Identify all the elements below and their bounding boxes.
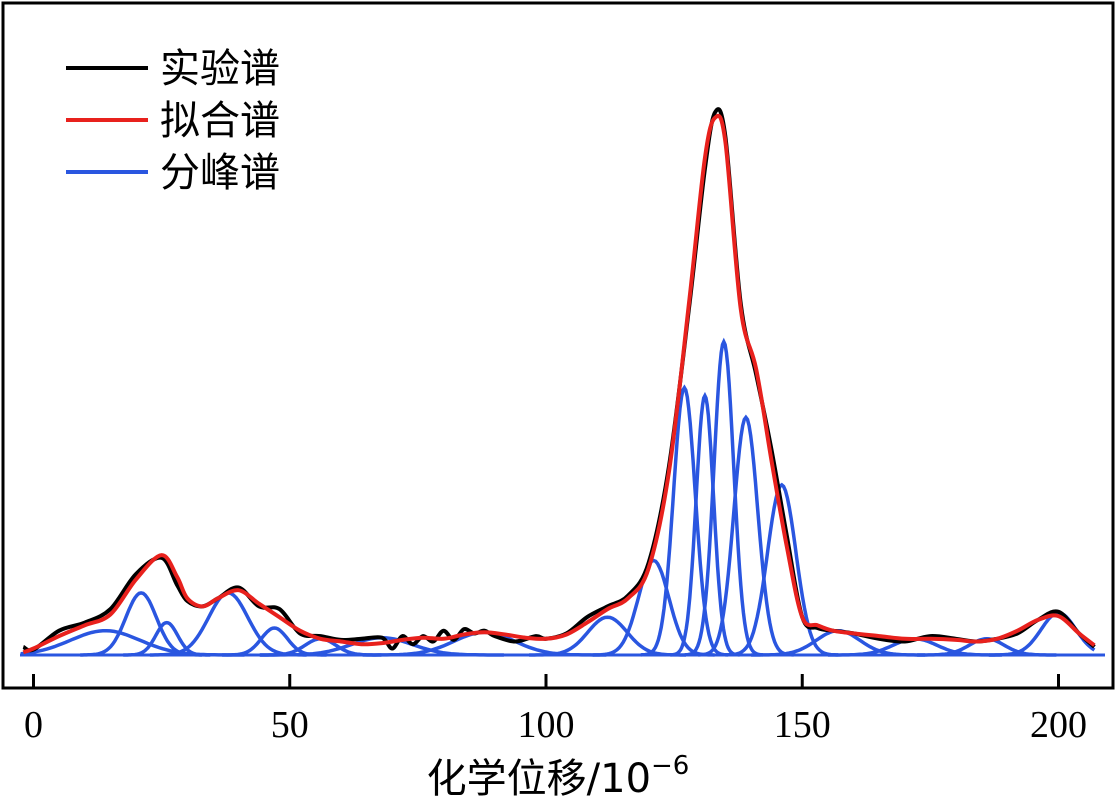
x-axis-title-text: 化学位移/10 bbox=[427, 756, 651, 800]
x-tick-label: 50 bbox=[271, 704, 309, 746]
legend-label-fitted: 拟合谱 bbox=[160, 98, 280, 144]
x-tick-label: 200 bbox=[1030, 704, 1087, 746]
deconvolution-peak-15 bbox=[725, 482, 839, 657]
x-tick-label: 0 bbox=[24, 704, 43, 746]
deconvolution-peak-2 bbox=[80, 591, 203, 657]
x-tick-label: 150 bbox=[774, 704, 831, 746]
deconvolution-peak-14 bbox=[698, 414, 794, 657]
x-axis-title-exponent: −6 bbox=[651, 751, 689, 781]
deconvolution-peak-13 bbox=[684, 337, 764, 657]
deconvolution-peak-8 bbox=[362, 630, 607, 657]
deconvolution-peak-7 bbox=[260, 635, 504, 657]
x-axis-title: 化学位移/10−6 bbox=[427, 751, 690, 800]
legend-label-experimental: 实验谱 bbox=[160, 46, 280, 92]
x-axis-ticks: 0 50 100 150 200 bbox=[24, 674, 1087, 746]
deconvolution-peak-12 bbox=[670, 391, 740, 657]
deconvolution-peak-9 bbox=[529, 615, 686, 657]
legend-label-deconvoluted: 分峰谱 bbox=[160, 150, 280, 196]
x-tick-label: 100 bbox=[518, 704, 575, 746]
deconvolution-peak-4 bbox=[149, 591, 307, 657]
deconvolution-peaks bbox=[20, 337, 1096, 657]
fitted-spectrum-line bbox=[22, 113, 1096, 655]
legend: 实验谱 拟合谱 分峰谱 bbox=[66, 46, 280, 196]
plot-frame bbox=[1, 1, 1115, 690]
deconvolution-peak-3 bbox=[123, 620, 211, 657]
